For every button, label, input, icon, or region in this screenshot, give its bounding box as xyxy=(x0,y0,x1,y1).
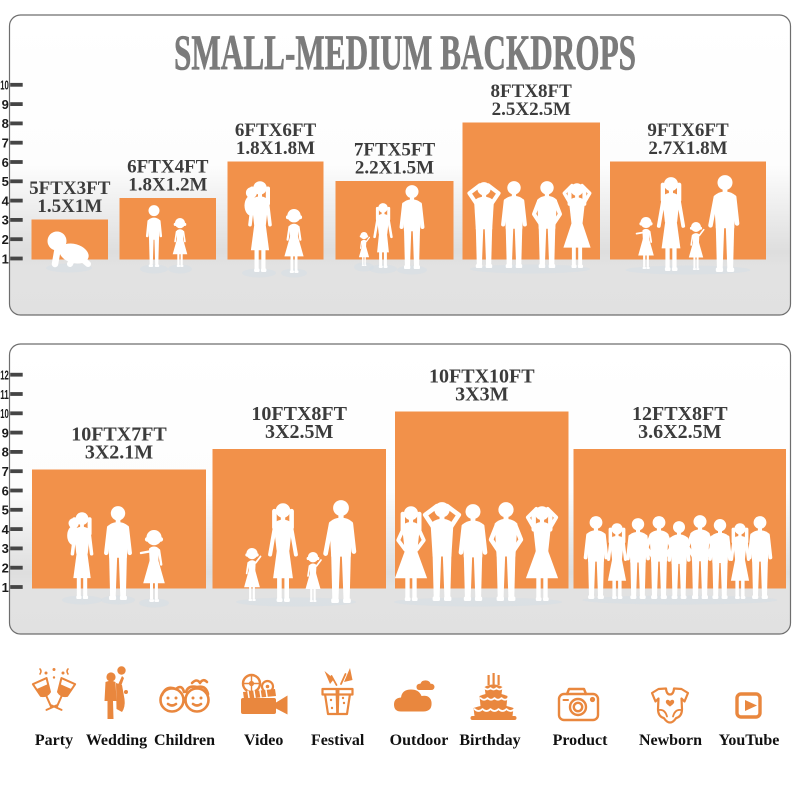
svg-text:3: 3 xyxy=(2,541,9,556)
svg-text:10FTX10FT: 10FTX10FT xyxy=(429,366,535,388)
svg-text:1: 1 xyxy=(2,580,9,595)
svg-text:1: 1 xyxy=(2,251,9,266)
svg-text:Newborn: Newborn xyxy=(639,732,702,749)
svg-text:3X2.1M: 3X2.1M xyxy=(85,442,153,464)
svg-text:9: 9 xyxy=(2,425,9,440)
svg-text:1.5X1M: 1.5X1M xyxy=(37,196,102,217)
svg-text:Festival: Festival xyxy=(311,732,365,749)
svg-text:10: 10 xyxy=(0,406,9,421)
svg-text:8: 8 xyxy=(2,445,9,460)
svg-text:Outdoor: Outdoor xyxy=(390,732,449,749)
svg-text:6FTX4FT: 6FTX4FT xyxy=(127,157,209,178)
svg-text:6FTX6FT: 6FTX6FT xyxy=(235,120,317,141)
svg-text:7: 7 xyxy=(2,464,9,479)
svg-text:Product: Product xyxy=(553,732,608,749)
svg-text:5FTX3FT: 5FTX3FT xyxy=(29,178,111,199)
svg-text:11: 11 xyxy=(0,387,9,402)
svg-text:8FTX8FT: 8FTX8FT xyxy=(491,81,573,102)
svg-text:Wedding: Wedding xyxy=(86,732,147,749)
svg-text:6: 6 xyxy=(2,155,9,170)
svg-text:1.8X1.8M: 1.8X1.8M xyxy=(236,138,315,159)
svg-text:9: 9 xyxy=(2,97,9,112)
svg-text:10FTX8FT: 10FTX8FT xyxy=(251,403,347,425)
svg-text:Birthday: Birthday xyxy=(459,732,520,749)
svg-text:SMALL-MEDIUM BACKDROPS: SMALL-MEDIUM BACKDROPS xyxy=(174,24,636,80)
svg-text:7: 7 xyxy=(2,136,9,151)
svg-text:Children: Children xyxy=(154,732,215,749)
svg-text:7FTX5FT: 7FTX5FT xyxy=(354,140,436,161)
svg-text:Video: Video xyxy=(244,732,283,749)
svg-text:3: 3 xyxy=(2,213,9,228)
svg-text:2: 2 xyxy=(2,232,9,247)
svg-text:10: 10 xyxy=(0,78,9,93)
svg-text:2: 2 xyxy=(2,561,9,576)
svg-text:YouTube: YouTube xyxy=(719,732,780,749)
svg-text:2.5X2.5M: 2.5X2.5M xyxy=(492,99,571,120)
svg-text:Party: Party xyxy=(35,732,73,749)
svg-text:5: 5 xyxy=(2,174,9,189)
svg-text:6: 6 xyxy=(2,483,9,498)
svg-text:5: 5 xyxy=(2,503,9,518)
svg-text:12FTX8FT: 12FTX8FT xyxy=(632,403,728,425)
svg-text:1.8X1.2M: 1.8X1.2M xyxy=(128,175,207,196)
svg-text:10FTX7FT: 10FTX7FT xyxy=(71,424,167,446)
svg-text:2.7X1.8M: 2.7X1.8M xyxy=(648,138,727,159)
svg-text:2.2X1.5M: 2.2X1.5M xyxy=(355,158,434,179)
svg-text:3X2.5M: 3X2.5M xyxy=(265,421,333,443)
svg-text:12: 12 xyxy=(0,368,9,383)
svg-text:4: 4 xyxy=(2,522,10,537)
svg-text:8: 8 xyxy=(2,116,9,131)
svg-text:3X3M: 3X3M xyxy=(455,384,508,406)
svg-text:3.6X2.5M: 3.6X2.5M xyxy=(638,421,721,443)
svg-text:9FTX6FT: 9FTX6FT xyxy=(647,120,729,141)
svg-text:4: 4 xyxy=(2,193,10,208)
